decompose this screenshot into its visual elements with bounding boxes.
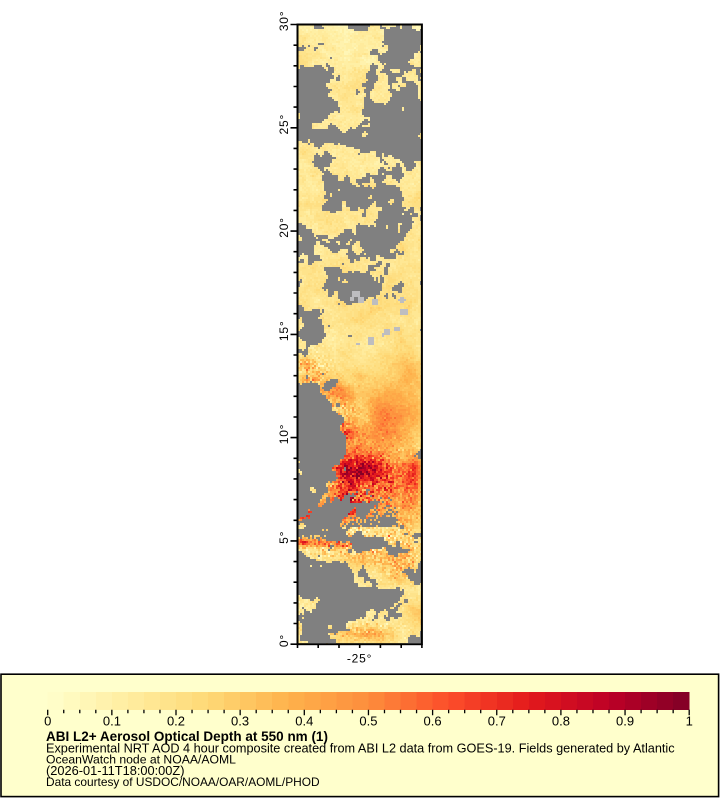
svg-text:5°: 5°: [277, 531, 291, 544]
svg-text:0.6: 0.6: [424, 714, 442, 729]
svg-text:30°: 30°: [277, 11, 291, 32]
svg-text:10°: 10°: [277, 424, 291, 445]
svg-text:(2026-01-11T18:00:00Z): (2026-01-11T18:00:00Z): [46, 763, 184, 778]
svg-text:15°: 15°: [277, 321, 291, 342]
svg-text:1: 1: [686, 714, 693, 729]
svg-text:0.8: 0.8: [552, 714, 570, 729]
svg-text:-25°: -25°: [347, 652, 372, 666]
svg-text:0.3: 0.3: [231, 714, 249, 729]
svg-text:0°: 0°: [277, 634, 291, 647]
svg-text:0.1: 0.1: [103, 714, 121, 729]
svg-text:0.5: 0.5: [359, 714, 377, 729]
svg-text:0: 0: [44, 714, 51, 729]
svg-text:0.7: 0.7: [488, 714, 506, 729]
svg-text:25°: 25°: [277, 114, 291, 135]
svg-text:0.4: 0.4: [295, 714, 313, 729]
svg-text:Experimental NRT AOD 4 hour co: Experimental NRT AOD 4 hour composite cr…: [46, 741, 675, 755]
svg-text:ABI L2+ Aerosol Optical Depth: ABI L2+ Aerosol Optical Depth at 550 nm …: [46, 729, 328, 744]
svg-text:0.9: 0.9: [616, 714, 634, 729]
svg-text:20°: 20°: [277, 217, 291, 238]
svg-text:OceanWatch node at NOAA/AOML: OceanWatch node at NOAA/AOML: [46, 753, 236, 767]
svg-text:Data courtesy of USDOC/NOAA/OA: Data courtesy of USDOC/NOAA/OAR/AOML/PHO…: [46, 775, 320, 789]
svg-text:0.2: 0.2: [167, 714, 185, 729]
